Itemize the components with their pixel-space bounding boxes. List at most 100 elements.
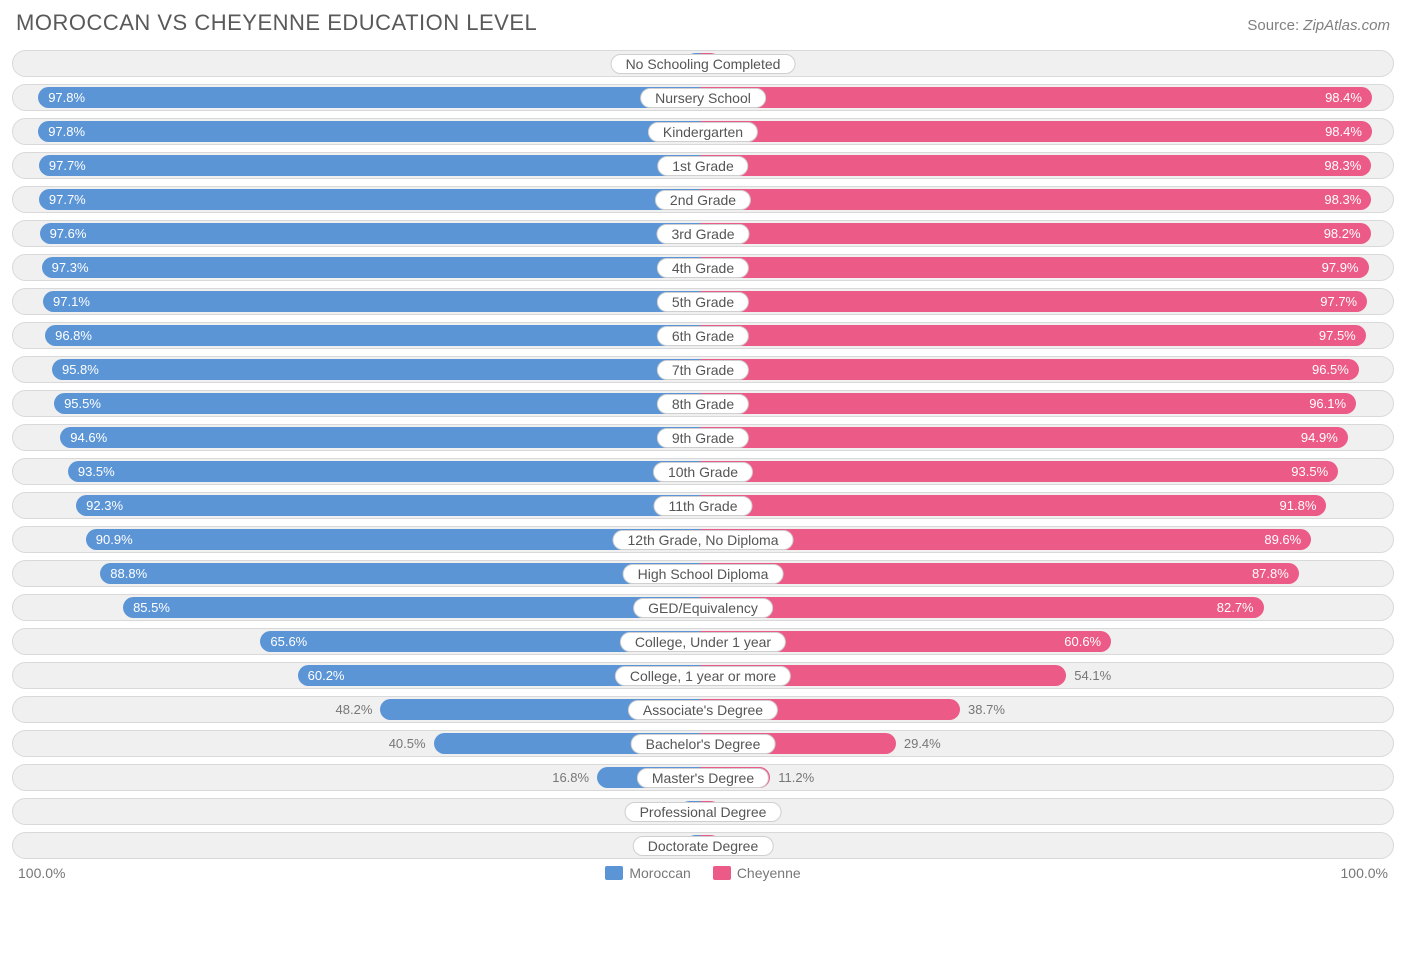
legend-item-left: Moroccan [605,865,690,881]
row-left-side: 2.0% [13,833,703,858]
chart-row: 95.5%96.1%8th Grade [12,390,1394,417]
row-right-side: 1.6% [703,833,1393,858]
bar-left: 97.8% [38,87,713,108]
row-right-side: 3.6% [703,799,1393,824]
category-label: Doctorate Degree [633,836,774,856]
bar-right: 93.5% [693,461,1338,482]
row-right-side: 93.5% [703,459,1393,484]
category-label: High School Diploma [623,564,784,584]
row-left-side: 40.5% [13,731,703,756]
bar-left: 88.8% [100,563,713,584]
chart-row: 48.2%38.7%Associate's Degree [12,696,1394,723]
value-right: 54.1% [1066,668,1119,683]
chart-row: 97.7%98.3%2nd Grade [12,186,1394,213]
chart-row: 97.8%98.4%Kindergarten [12,118,1394,145]
row-right-side: 11.2% [703,765,1393,790]
bar-left: 94.6% [60,427,713,448]
row-left-side: 97.3% [13,255,703,280]
bar-left: 97.1% [43,291,713,312]
row-left-side: 97.7% [13,153,703,178]
legend-swatch-right [713,866,731,880]
row-left-side: 48.2% [13,697,703,722]
row-left-side: 85.5% [13,595,703,620]
row-right-side: 96.1% [703,391,1393,416]
bar-right: 98.4% [693,121,1372,142]
category-label: 2nd Grade [655,190,751,210]
row-left-side: 92.3% [13,493,703,518]
category-label: 11th Grade [653,496,752,516]
legend: Moroccan Cheyenne [605,865,800,881]
bar-right: 82.7% [693,597,1264,618]
chart-row: 88.8%87.8%High School Diploma [12,560,1394,587]
category-label: 10th Grade [653,462,753,482]
bar-right: 98.3% [693,189,1371,210]
legend-label-left: Moroccan [629,865,690,881]
row-right-side: 98.2% [703,221,1393,246]
bar-left: 93.5% [68,461,713,482]
row-left-side: 16.8% [13,765,703,790]
category-label: 1st Grade [657,156,748,176]
row-right-side: 82.7% [703,595,1393,620]
bar-right: 97.5% [693,325,1366,346]
row-left-side: 60.2% [13,663,703,688]
bar-left: 95.5% [54,393,713,414]
row-left-side: 90.9% [13,527,703,552]
category-label: GED/Equivalency [633,598,773,618]
chart-row: 97.3%97.9%4th Grade [12,254,1394,281]
diverging-bar-chart: 2.2%2.1%No Schooling Completed97.8%98.4%… [12,50,1394,859]
row-left-side: 65.6% [13,629,703,654]
category-label: College, Under 1 year [620,632,786,652]
category-label: 8th Grade [657,394,749,414]
bar-right: 98.3% [693,155,1371,176]
bar-left: 97.8% [38,121,713,142]
row-left-side: 97.8% [13,119,703,144]
row-right-side: 2.1% [703,51,1393,76]
row-right-side: 87.8% [703,561,1393,586]
bar-left: 92.3% [76,495,713,516]
category-label: 3rd Grade [656,224,749,244]
row-right-side: 89.6% [703,527,1393,552]
chart-row: 85.5%82.7%GED/Equivalency [12,594,1394,621]
category-label: Master's Degree [637,768,769,788]
bar-right: 97.9% [693,257,1369,278]
category-label: 4th Grade [657,258,749,278]
category-label: Kindergarten [648,122,758,142]
row-left-side: 5.0% [13,799,703,824]
row-right-side: 97.9% [703,255,1393,280]
row-right-side: 98.3% [703,153,1393,178]
row-right-side: 98.4% [703,85,1393,110]
bar-left: 97.7% [39,155,713,176]
bar-right: 87.8% [693,563,1299,584]
bar-left: 96.8% [45,325,713,346]
row-right-side: 29.4% [703,731,1393,756]
source-label: Source: [1247,17,1299,34]
axis-extent-left: 100.0% [18,865,65,881]
category-label: No Schooling Completed [611,54,796,74]
category-label: Bachelor's Degree [631,734,776,754]
row-left-side: 97.8% [13,85,703,110]
row-left-side: 94.6% [13,425,703,450]
bar-right: 96.1% [693,393,1356,414]
row-left-side: 97.1% [13,289,703,314]
chart-title: MOROCCAN VS CHEYENNE EDUCATION LEVEL [16,10,537,36]
row-left-side: 96.8% [13,323,703,348]
row-right-side: 91.8% [703,493,1393,518]
bar-left: 95.8% [52,359,713,380]
bar-right: 98.2% [693,223,1371,244]
bar-left: 85.5% [123,597,713,618]
row-left-side: 88.8% [13,561,703,586]
row-right-side: 94.9% [703,425,1393,450]
bar-left: 97.7% [39,189,713,210]
bar-right: 98.4% [693,87,1372,108]
chart-row: 97.1%97.7%5th Grade [12,288,1394,315]
chart-row: 97.7%98.3%1st Grade [12,152,1394,179]
chart-row: 94.6%94.9%9th Grade [12,424,1394,451]
value-left: 16.8% [544,770,597,785]
category-label: 9th Grade [657,428,749,448]
chart-row: 40.5%29.4%Bachelor's Degree [12,730,1394,757]
bar-right: 97.7% [693,291,1367,312]
category-label: 7th Grade [657,360,749,380]
chart-row: 5.0%3.6%Professional Degree [12,798,1394,825]
bar-right: 94.9% [693,427,1348,448]
axis-extent-right: 100.0% [1341,865,1388,881]
